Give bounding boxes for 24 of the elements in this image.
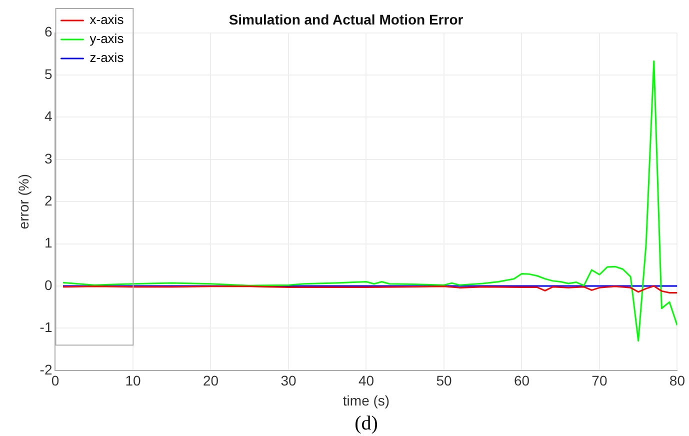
x-tick-label: 70 bbox=[592, 372, 608, 389]
y-tick-label: 0 bbox=[44, 276, 52, 293]
x-tick-label: 50 bbox=[436, 372, 452, 389]
y-tick-label: 1 bbox=[44, 234, 52, 251]
y-tick-label: -1 bbox=[40, 319, 52, 336]
y-axis-title: error (%) bbox=[15, 174, 32, 230]
x-tick-label: 20 bbox=[202, 372, 219, 389]
legend-label: x-axis bbox=[90, 12, 124, 28]
legend-label: z-axis bbox=[90, 50, 124, 66]
y-tick-label: 2 bbox=[44, 192, 52, 208]
y-tick-label: 3 bbox=[44, 150, 52, 166]
x-tick-label: 10 bbox=[125, 372, 141, 389]
x-tick-label: 80 bbox=[669, 372, 686, 389]
y-tick-label: 5 bbox=[44, 66, 52, 82]
x-tick-label: 40 bbox=[358, 372, 374, 389]
x-tick-label: 60 bbox=[514, 372, 530, 389]
y-tick-label: 6 bbox=[44, 24, 52, 40]
text: (d) bbox=[354, 412, 378, 434]
legend-label: y-axis bbox=[90, 31, 124, 46]
y-tick-label: 4 bbox=[44, 108, 52, 124]
x-tick-label: 30 bbox=[280, 372, 296, 389]
chart-title: Simulation and Actual Motion Error bbox=[228, 11, 464, 28]
x-axis-title: time (s) bbox=[342, 392, 390, 408]
y-tick-label: -2 bbox=[40, 361, 52, 378]
